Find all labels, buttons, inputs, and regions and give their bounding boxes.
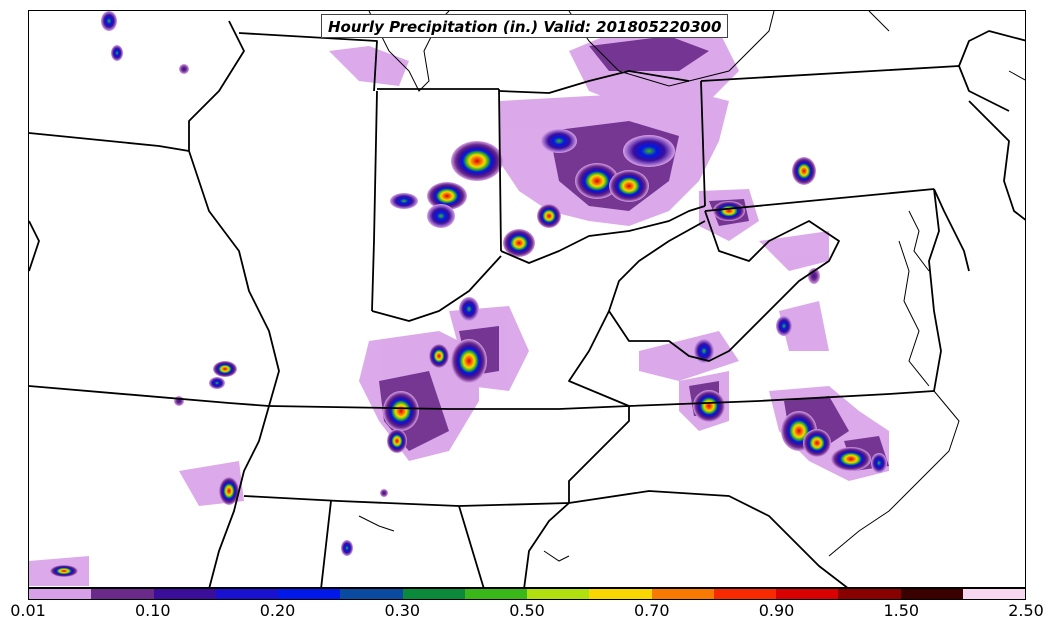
- colorbar-segment: [340, 589, 403, 599]
- state-boundaries: [29, 20, 1025, 587]
- colorbar-segment: [464, 589, 527, 599]
- colorbar-segment: [527, 589, 590, 599]
- precipitation-map: [28, 10, 1026, 588]
- colorbar-segment: [91, 589, 154, 599]
- colorbar-segment: [402, 589, 465, 599]
- colorbar-segment: [900, 589, 963, 599]
- colorbar-segment: [278, 589, 341, 599]
- colorbar-tick-label: 0.50: [509, 601, 545, 620]
- map-canvas: [29, 11, 1025, 587]
- map-title: Hourly Precipitation (in.) Valid: 201805…: [321, 14, 729, 38]
- colorbar-segment: [215, 589, 278, 599]
- storm-cells: [50, 11, 887, 577]
- colorbar-segment: [838, 589, 901, 599]
- colorbar-tick-label: 2.50: [1008, 601, 1044, 620]
- colorbar-tick-label: 1.50: [883, 601, 920, 620]
- colorbar-segment: [153, 589, 216, 599]
- colorbar-tick-label: 0.01: [10, 601, 46, 620]
- colorbar-segment: [713, 589, 776, 599]
- colorbar-segment: [589, 589, 652, 599]
- colorbar-tick-label: 0.90: [758, 601, 795, 620]
- colorbar-tick-label: 0.20: [259, 601, 296, 620]
- colorbar-segment: [29, 589, 92, 599]
- colorbar-segment: [962, 589, 1025, 599]
- light-precip-areas: [29, 26, 889, 586]
- precipitation-colorbar: [28, 588, 1026, 600]
- colorbar-segment: [776, 589, 839, 599]
- colorbar-tick-label: 0.30: [384, 601, 421, 620]
- colorbar-segment: [651, 589, 714, 599]
- colorbar-tick-label: 0.70: [633, 601, 670, 620]
- colorbar-tick-label: 0.10: [134, 601, 171, 620]
